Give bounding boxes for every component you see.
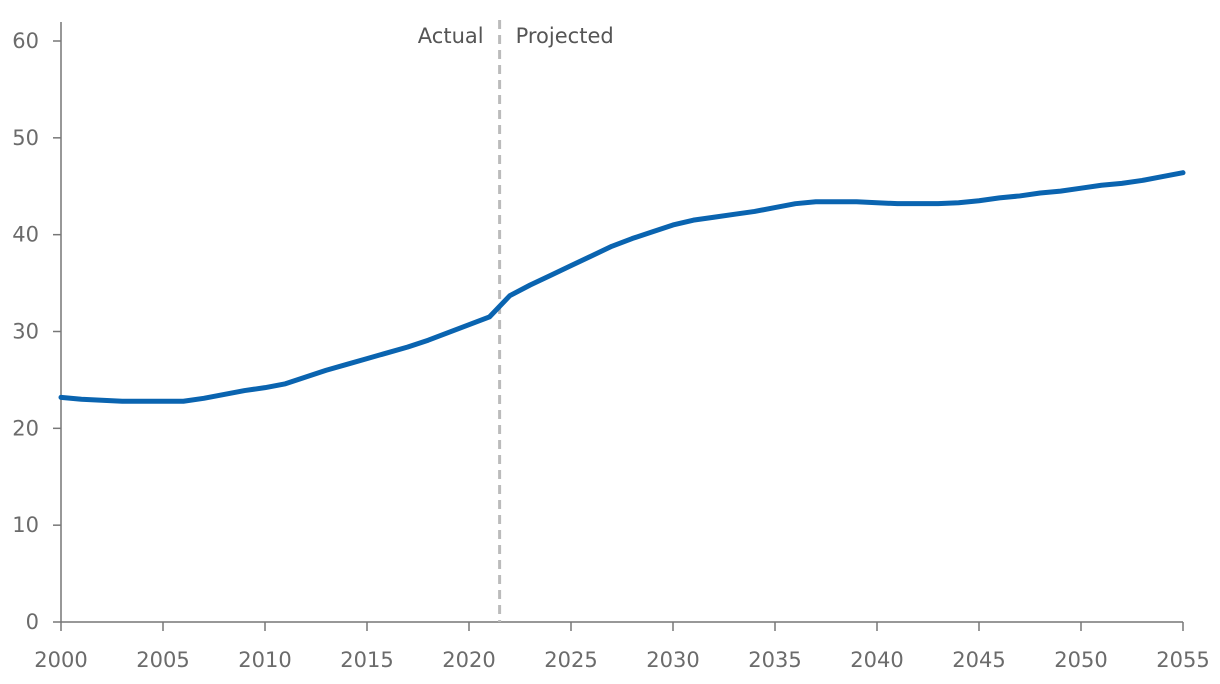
x-axis: 2000 2005 2010 2015 2020 2025 2030 2035 2040 2045… [34, 621, 1210, 672]
projected-label: Projected [516, 24, 614, 48]
x-tick-label: 2035 [748, 648, 801, 672]
actual-projected-divider-group: Actual Projected [418, 20, 614, 622]
x-tick-label: 2050 [1054, 648, 1107, 672]
series-group [58, 170, 1186, 404]
y-axis: 0 10 20 30 40 50 60 [12, 22, 62, 634]
y-tick-label: 60 [12, 29, 39, 53]
x-tick-label: 2055 [1156, 648, 1209, 672]
x-tick-label: 2010 [238, 648, 291, 672]
series-line-0 [58, 170, 1186, 404]
x-tick-label: 2000 [34, 648, 87, 672]
x-tick-label: 2005 [136, 648, 189, 672]
x-tick-label: 2045 [952, 648, 1005, 672]
x-tick-label: 2020 [442, 648, 495, 672]
y-tick-label: 20 [12, 416, 39, 440]
actual-label: Actual [418, 24, 484, 48]
x-tick-label: 2025 [544, 648, 597, 672]
x-tick-label: 2015 [340, 648, 393, 672]
y-tick-label: 10 [12, 513, 39, 537]
x-tick-label: 2030 [646, 648, 699, 672]
y-tick-label: 40 [12, 223, 39, 247]
y-tick-label: 30 [12, 320, 39, 344]
y-tick-label: 50 [12, 126, 39, 150]
y-tick-label: 0 [26, 610, 39, 634]
x-tick-label: 2040 [850, 648, 903, 672]
